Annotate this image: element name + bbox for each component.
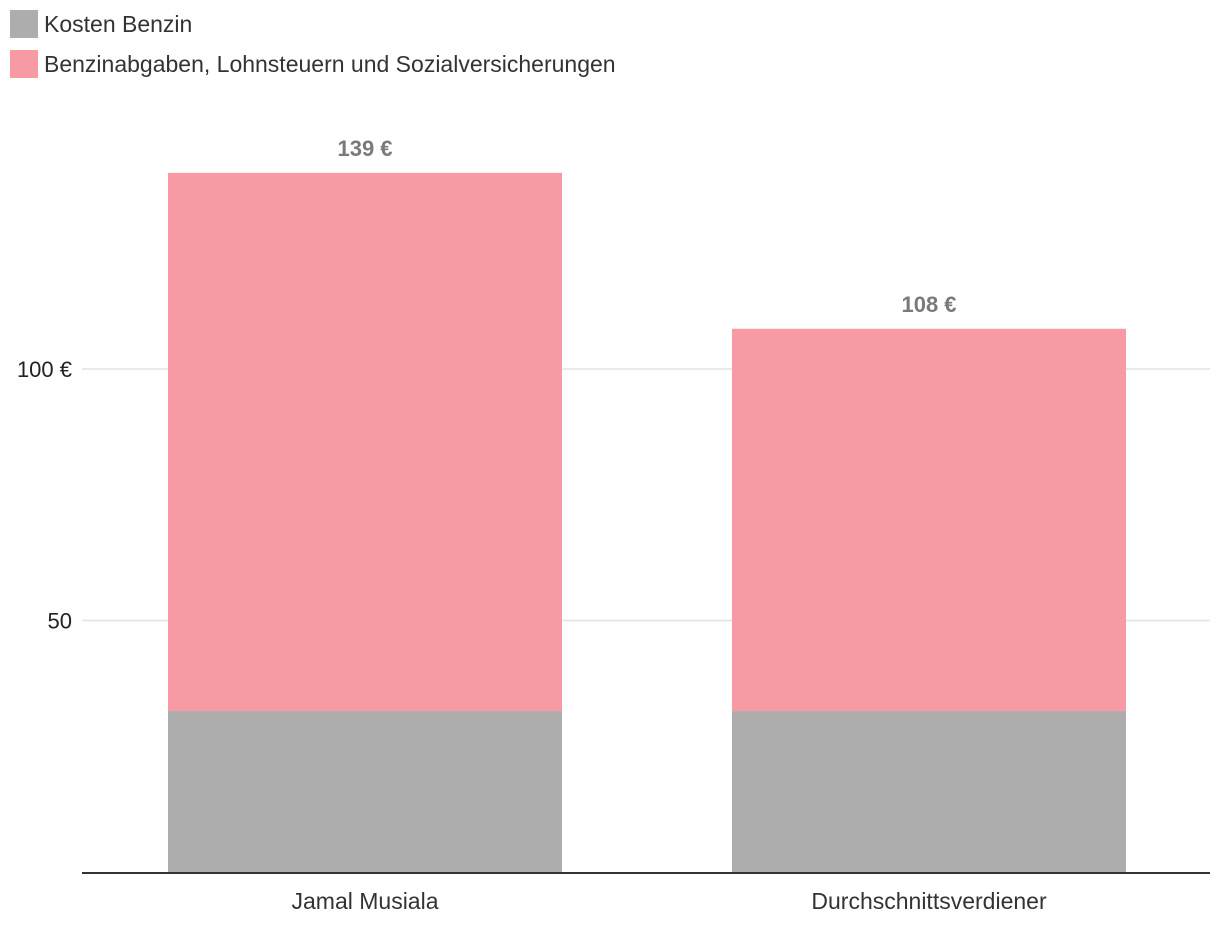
legend-label-abgaben: Benzinabgaben, Lohnsteuern und Sozialver… — [44, 50, 616, 77]
legend-label-kosten-benzin: Kosten Benzin — [44, 10, 193, 37]
bar-abgaben-0 — [168, 172, 562, 712]
legend-swatch-kosten-benzin — [10, 10, 38, 38]
bar-abgaben-1 — [732, 328, 1126, 712]
total-label-1: 108 € — [901, 292, 956, 317]
x-tick-label-0: Jamal Musiala — [292, 888, 439, 914]
bar-kosten-benzin-0 — [168, 711, 562, 872]
x-tick-label-1: Durchschnittsverdiener — [811, 888, 1047, 914]
legend-item-abgaben: Benzinabgaben, Lohnsteuern und Sozialver… — [10, 50, 616, 78]
legend-item-kosten-benzin: Kosten Benzin — [10, 10, 616, 38]
y-tick-label-100: 100 € — [17, 357, 72, 382]
bar-kosten-benzin-1 — [732, 711, 1126, 872]
legend-swatch-abgaben — [10, 50, 38, 78]
legend: Kosten Benzin Benzinabgaben, Lohnsteuern… — [10, 10, 616, 90]
y-tick-label-50: 50 — [48, 609, 72, 634]
total-label-0: 139 € — [337, 136, 392, 161]
